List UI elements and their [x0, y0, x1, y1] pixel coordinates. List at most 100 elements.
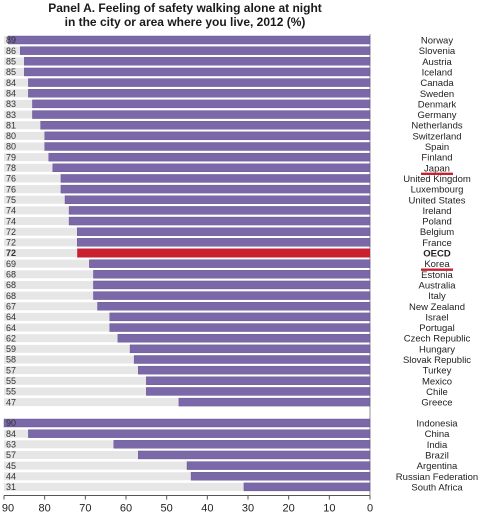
category-label-denmark: Denmark [418, 99, 457, 110]
category-label-portugal: Portugal [419, 323, 454, 334]
value-label-slovenia: 86 [6, 46, 16, 56]
value-label-italy: 68 [6, 291, 16, 301]
bar-netherlands [40, 120, 371, 130]
category-label-slovak-republic: Slovak Republic [403, 355, 471, 366]
bar-france [76, 238, 371, 247]
bar-china [28, 429, 371, 438]
value-label-china: 84 [6, 429, 16, 439]
x-tick-label-20: 20 [283, 503, 295, 515]
category-label-brazil: Brazil [425, 450, 449, 461]
bar-united-kingdom [60, 174, 371, 183]
bar-canada [28, 78, 371, 87]
value-label-ireland: 74 [6, 206, 16, 216]
category-label-hungary: Hungary [419, 344, 455, 355]
category-label-norway: Norway [421, 36, 453, 47]
bar-australia [93, 280, 371, 290]
value-label-united-kingdom: 76 [6, 174, 16, 184]
value-label-argentina: 45 [6, 461, 16, 471]
category-label-slovenia: Slovenia [419, 46, 456, 57]
bar-chile [146, 387, 371, 396]
category-label-oecd: OECD [423, 249, 451, 260]
value-label-mexico: 55 [6, 376, 16, 386]
category-label-korea: Korea [424, 259, 450, 270]
value-label-india: 63 [6, 440, 16, 450]
value-label-united-states: 75 [6, 195, 16, 205]
chart-title-line-2: in the city or area where you live, 2012… [64, 15, 306, 29]
category-label-finland: Finland [421, 153, 452, 164]
value-label-sweden: 84 [6, 88, 16, 98]
bar-slovenia [20, 46, 371, 55]
category-label-mexico: Mexico [422, 376, 452, 387]
value-label-japan: 78 [6, 163, 16, 173]
bar-oecd [77, 248, 370, 258]
bar-czech-republic [117, 334, 371, 343]
category-label-germany: Germany [417, 110, 456, 121]
x-tick-label-50: 50 [161, 503, 173, 515]
value-label-germany: 83 [6, 110, 16, 120]
value-label-indonesia: 90 [6, 418, 16, 428]
category-label-united-kingdom: United Kingdom [403, 174, 471, 185]
bar-slovak-republic [133, 355, 371, 364]
bar-new-zealand [97, 302, 371, 311]
value-label-poland: 74 [6, 216, 16, 226]
x-tick-label-60: 60 [120, 503, 132, 515]
value-label-switzerland: 80 [6, 131, 16, 141]
bar-japan [52, 163, 371, 173]
bar-denmark [32, 99, 371, 109]
category-label-argentina: Argentina [417, 461, 458, 472]
bar-hungary [129, 344, 371, 354]
category-label-china: China [425, 429, 451, 440]
category-label-netherlands: Netherlands [411, 121, 462, 132]
category-label-japan: Japan [424, 163, 450, 174]
category-label-indonesia: Indonesia [416, 419, 458, 430]
bar-russian-federation [190, 472, 371, 481]
category-label-russian-federation: Russian Federation [396, 472, 478, 483]
category-label-turkey: Turkey [423, 366, 452, 377]
category-label-canada: Canada [420, 78, 454, 89]
bar-sweden [28, 89, 371, 98]
bar-turkey [137, 365, 371, 375]
value-label-oecd: 72 [6, 248, 16, 258]
bar-united-states [64, 195, 371, 204]
bar-norway [7, 35, 371, 45]
category-label-united-states: United States [408, 195, 465, 206]
value-label-south-africa: 31 [6, 482, 16, 492]
category-label-france: France [422, 238, 452, 249]
bar-belgium [76, 227, 371, 236]
bar-finland [48, 152, 371, 162]
x-tick-label-0: 0 [367, 503, 373, 515]
value-label-brazil: 57 [6, 450, 16, 460]
value-label-iceland: 85 [6, 67, 16, 77]
bar-luxembourg [60, 184, 371, 194]
bar-greece [178, 397, 371, 407]
category-label-ireland: Ireland [422, 206, 451, 217]
value-label-denmark: 83 [6, 99, 16, 109]
bar-india [113, 440, 371, 449]
bar-spain [44, 142, 371, 151]
bar-brazil [137, 450, 371, 460]
value-label-turkey: 57 [6, 365, 16, 375]
chart-title-line-1: Panel A. Feeling of safety walking alone… [48, 1, 322, 15]
value-label-czech-republic: 62 [6, 333, 16, 343]
value-label-netherlands: 81 [6, 120, 16, 130]
x-tick-label-40: 40 [201, 503, 213, 515]
track-russian-federation [4, 472, 370, 481]
bar-argentina [186, 461, 371, 470]
category-label-estonia: Estonia [421, 270, 453, 281]
category-label-spain: Spain [425, 142, 449, 153]
bar-estonia [93, 270, 371, 279]
value-label-france: 72 [6, 238, 16, 248]
category-label-belgium: Belgium [420, 227, 454, 238]
value-label-portugal: 64 [6, 323, 16, 333]
bar-switzerland [44, 131, 371, 141]
value-label-australia: 68 [6, 280, 16, 290]
bar-poland [68, 216, 371, 226]
bar-indonesia [3, 418, 371, 428]
value-label-luxembourg: 76 [6, 184, 16, 194]
value-label-spain: 80 [6, 142, 16, 152]
bar-israel [109, 312, 371, 322]
value-label-israel: 64 [6, 312, 16, 322]
bar-austria [24, 57, 371, 66]
value-label-canada: 84 [6, 78, 16, 88]
